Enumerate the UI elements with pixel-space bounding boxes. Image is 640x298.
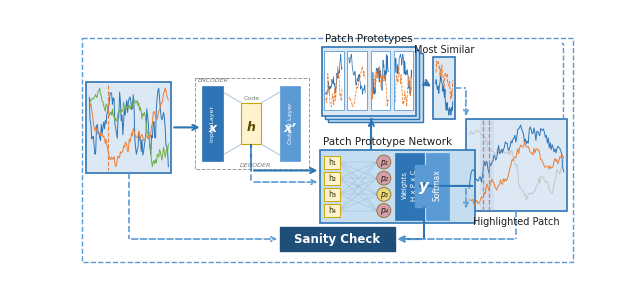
Bar	[241, 103, 261, 144]
Circle shape	[377, 155, 391, 169]
Bar	[202, 86, 223, 161]
Bar	[280, 86, 300, 161]
Bar	[394, 51, 413, 110]
Bar	[280, 227, 395, 251]
Text: x: x	[209, 122, 216, 135]
Bar	[320, 150, 476, 223]
Bar	[324, 156, 340, 169]
Text: p₃: p₃	[380, 190, 388, 199]
Text: DECODER: DECODER	[239, 163, 271, 168]
Text: y: y	[419, 179, 429, 194]
Bar	[395, 153, 424, 220]
Text: p₂: p₂	[380, 174, 388, 183]
Text: Weights
H x P x C: Weights H x P x C	[402, 170, 417, 201]
Text: h₁: h₁	[328, 158, 336, 167]
Text: Highlighted Patch: Highlighted Patch	[473, 218, 559, 227]
Text: ENCODER: ENCODER	[198, 78, 229, 83]
Text: p₄: p₄	[380, 206, 388, 215]
Text: x’: x’	[284, 122, 296, 135]
Bar	[324, 204, 340, 218]
Text: Patch Prototype Network: Patch Prototype Network	[323, 137, 452, 148]
Bar	[195, 78, 309, 169]
Bar	[348, 51, 367, 110]
Bar	[324, 51, 344, 110]
Text: h₂: h₂	[328, 174, 336, 183]
Text: Most Similar: Most Similar	[414, 45, 474, 55]
Bar	[86, 82, 172, 173]
Bar	[426, 153, 449, 220]
Bar	[480, 120, 494, 210]
Text: Output Layer: Output Layer	[287, 103, 292, 144]
Bar	[328, 53, 422, 122]
Text: Input Layer: Input Layer	[210, 105, 215, 142]
Bar	[324, 188, 340, 201]
Bar	[371, 51, 390, 110]
Text: h₄: h₄	[328, 207, 336, 215]
Text: h: h	[247, 121, 256, 134]
Bar	[433, 57, 455, 119]
Text: Patch Prototypes: Patch Prototypes	[325, 34, 413, 44]
Text: Code: Code	[243, 96, 259, 101]
Text: Sanity Check: Sanity Check	[294, 232, 380, 246]
Text: Softmax: Softmax	[433, 169, 442, 201]
Bar	[322, 46, 417, 116]
Text: p₁: p₁	[380, 158, 388, 167]
Bar	[325, 50, 419, 119]
Bar	[324, 172, 340, 185]
Circle shape	[377, 204, 391, 218]
Circle shape	[377, 187, 391, 201]
Circle shape	[377, 171, 391, 185]
Bar	[415, 165, 433, 207]
Bar	[466, 119, 566, 211]
Text: h₃: h₃	[328, 190, 336, 199]
